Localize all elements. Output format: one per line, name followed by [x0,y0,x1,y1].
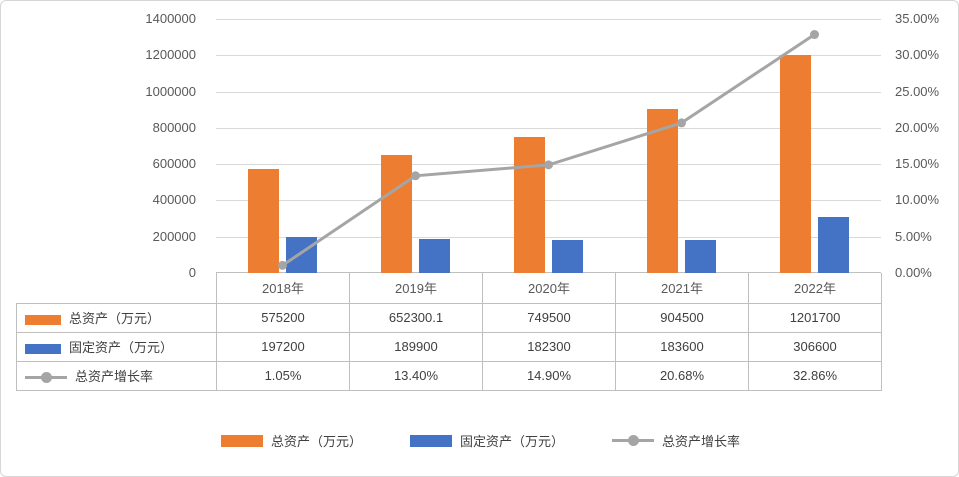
category-label: 2020年 [482,273,616,304]
x-axis-line [216,272,881,273]
series-row-label: 总资产（万元） [69,311,161,326]
gridline [216,19,881,20]
left-value-axis: 0 200000 400000 600000 800000 1000000 1200000 1… [1,11,206,280]
legend: 总资产（万元） 固定资产（万元） 总资产增长率 [1,431,958,450]
growth-rate-marker [677,118,686,128]
fixed-assets-legend-swatch-icon [409,434,452,447]
legend-label: 总资产增长率 [662,434,741,449]
series-row-label: 总资产增长率 [75,369,154,384]
table-row: 总资产增长率 1.05% 13.40% 14.90% 20.68% 32.86% [16,360,882,391]
category-label: 2022年 [748,273,882,304]
left-axis-tick-label: 1000000 [145,83,196,99]
table-value-cell: 652300.1 [349,302,483,333]
legend-label: 总资产（万元） [270,434,362,449]
category-header-row: 2018年 2019年 2020年 2021年 2022年 [17,273,882,304]
growth-rate-marker [544,160,553,170]
bar-fixed-assets-2022年 [818,217,849,273]
data-table: 2018年 2019年 2020年 2021年 2022年总资产（万元） 575200 65… [16,273,882,391]
table-row-header: 总资产增长率 [16,360,217,391]
total-assets-legend-swatch-icon [220,434,263,447]
right-axis-tick-label: 35.00% [895,11,940,26]
table-row-header: 固定资产（万元） [16,331,217,362]
table-value-cell: 20.68% [615,360,749,391]
left-axis-tick-label: 1200000 [145,47,196,63]
table-value-cell: 1201700 [748,302,882,333]
gridline [216,91,881,93]
table-value-cell: 182300 [482,331,616,362]
bar-total-assets-2018年 [248,168,279,273]
left-axis-tick-label: 0 [188,265,196,280]
left-axis-tick-label: 600000 [152,156,196,172]
table-value-cell: 13.40% [349,360,483,391]
table-row: 总资产（万元） 575200 652300.1 749500 904500 1201700 [16,302,882,333]
right-axis-tick-label: 20.00% [895,119,940,135]
table-row-header: 总资产（万元） [16,302,217,333]
right-axis-tick-label: 5.00% [895,228,932,244]
legend-label: 固定资产（万元） [459,434,564,449]
right-axis-tick-label: 25.00% [895,83,940,99]
growth-rate-key-marker-icon [25,372,67,384]
bar-fixed-assets-2020年 [552,239,583,273]
right-axis-tick-label: 0.00% [895,265,932,280]
fixed-assets-key-swatch-icon [25,343,61,354]
left-axis-tick-label: 400000 [152,192,196,208]
legend-item-total-assets: 总资产（万元） [220,431,362,450]
right-axis-tick-label: 15.00% [895,156,940,172]
growth-rate-marker [411,171,420,181]
category-label: 2019年 [349,273,483,304]
category-label: 2021年 [615,273,749,304]
table-value-cell: 749500 [482,302,616,333]
gridline [216,236,881,238]
table-value-cell: 189900 [349,331,483,362]
table-value-cell: 575200 [216,302,350,333]
table-value-cell: 197200 [216,331,350,362]
right-axis-tick-label: 30.00% [895,47,940,63]
left-axis-tick-label: 200000 [152,228,196,244]
table-value-cell: 904500 [615,302,749,333]
table-value-cell: 14.90% [482,360,616,391]
gridline [216,55,881,57]
growth-rate-line [278,30,819,270]
gridline [216,200,881,202]
gridline [216,127,881,129]
table-value-cell: 306600 [748,331,882,362]
table-value-cell: 32.86% [748,360,882,391]
plot-area [216,19,881,273]
total-assets-key-swatch-icon [25,314,61,325]
bar-total-assets-2022年 [780,54,811,273]
bar-fixed-assets-2019年 [419,238,450,273]
growth-rate-marker [810,30,819,40]
bar-total-assets-2021年 [647,108,678,273]
growth-rate-line-path [281,33,816,267]
left-axis-tick-label: 1400000 [145,11,196,26]
category-label: 2018年 [216,273,350,304]
table-corner-cell [17,273,217,303]
bar-total-assets-2020年 [514,137,545,273]
legend-item-growth-rate: 总资产增长率 [612,431,740,450]
table-value-cell: 1.05% [216,360,350,391]
bar-fixed-assets-2018年 [286,237,317,273]
bar-total-assets-2019年 [381,154,412,273]
left-axis-tick-label: 800000 [152,119,196,135]
table-row: 固定资产（万元） 197200 189900 182300 183600 306600 [16,331,882,362]
bar-fixed-assets-2021年 [685,239,716,273]
right-percent-axis: 0.00% 5.00% 10.00% 15.00% 20.00% 25.00% 30.00%… [889,11,958,280]
growth-rate-marker [278,260,287,270]
legend-item-fixed-assets: 固定资产（万元） [409,431,564,450]
right-axis-tick-label: 10.00% [895,192,940,208]
series-row-label: 固定资产（万元） [69,340,174,355]
table-value-cell: 183600 [615,331,749,362]
growth-rate-legend-marker-icon [612,435,654,446]
